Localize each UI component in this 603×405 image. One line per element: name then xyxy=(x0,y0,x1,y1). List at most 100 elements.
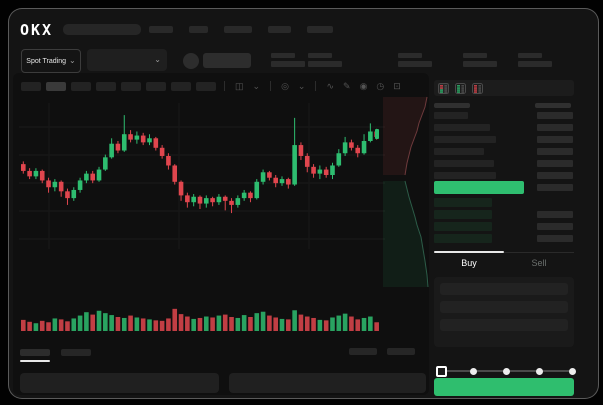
volume-bar xyxy=(254,313,260,331)
volume-bar xyxy=(77,315,83,331)
candle xyxy=(96,169,102,181)
candle xyxy=(153,138,159,148)
volume-bar xyxy=(71,318,77,331)
amount-input[interactable] xyxy=(440,301,568,313)
slider-step-dot[interactable] xyxy=(536,368,543,375)
bottom-tab[interactable] xyxy=(61,349,91,356)
timeframe-button[interactable] xyxy=(196,81,216,91)
volume-bar xyxy=(298,314,304,331)
candle xyxy=(58,181,64,192)
timeframe-button[interactable] xyxy=(146,81,166,91)
volume-bar xyxy=(103,313,108,331)
slider-step-dot[interactable] xyxy=(470,368,477,375)
fullscreen-icon[interactable]: ⊡ xyxy=(393,81,401,91)
slider-handle[interactable] xyxy=(436,366,447,377)
volume-bar xyxy=(197,317,203,331)
volume-bar xyxy=(330,317,335,331)
book-bids-view-icon[interactable] xyxy=(455,82,466,94)
volume-bar xyxy=(286,319,291,331)
candle xyxy=(21,164,26,171)
volume-bar xyxy=(222,314,228,331)
candle xyxy=(317,169,323,174)
bottom-tab-active[interactable] xyxy=(20,349,50,356)
nav-item-placeholder[interactable] xyxy=(307,26,333,33)
overlay-icon[interactable]: ◎ xyxy=(281,81,289,91)
pair-selector-dropdown[interactable]: ⌄ xyxy=(87,49,167,71)
book-split-view-icon[interactable] xyxy=(438,82,449,94)
market-type-label: Spot Trading xyxy=(26,57,66,65)
search-input[interactable] xyxy=(63,24,141,35)
timeframe-button[interactable] xyxy=(96,81,116,91)
timeframe-button[interactable] xyxy=(71,81,91,91)
clock-icon[interactable]: ◷ xyxy=(376,81,385,91)
indicator-icon[interactable]: ∿ xyxy=(326,81,335,91)
candle xyxy=(342,142,348,154)
buy-tab[interactable]: Buy xyxy=(461,258,477,268)
market-type-dropdown[interactable]: Spot Trading ⌄ xyxy=(21,49,81,73)
total-input[interactable] xyxy=(440,319,568,331)
ask-price-placeholder[interactable] xyxy=(434,124,490,131)
ask-price-placeholder[interactable] xyxy=(434,160,494,167)
candle xyxy=(210,198,215,203)
stat-value-placeholder xyxy=(271,61,305,67)
sell-tab[interactable]: Sell xyxy=(531,258,547,268)
buy-button[interactable] xyxy=(434,378,574,396)
stat-label-placeholder xyxy=(271,53,295,58)
bid-price-placeholder[interactable] xyxy=(434,198,492,207)
orderbook-last-price-bar[interactable] xyxy=(434,181,524,194)
candle xyxy=(121,134,127,151)
timeframe-button[interactable] xyxy=(21,81,41,91)
bid-price-placeholder[interactable] xyxy=(434,222,492,231)
nav-item-placeholder[interactable] xyxy=(224,26,252,33)
chevron-down-icon[interactable]: ⌄ xyxy=(297,81,306,91)
candle xyxy=(203,198,209,204)
volume-bar xyxy=(336,315,342,331)
nav-item-placeholder[interactable] xyxy=(149,26,173,33)
bid-price-placeholder[interactable] xyxy=(434,210,492,219)
candle xyxy=(330,165,335,175)
candle xyxy=(147,138,152,143)
nav-item-placeholder[interactable] xyxy=(189,26,208,33)
ask-price-placeholder[interactable] xyxy=(434,172,496,179)
ask-amount-placeholder xyxy=(537,184,573,191)
volume-bar xyxy=(241,315,247,331)
slider-step-dot[interactable] xyxy=(569,368,576,375)
volume-bar xyxy=(216,315,222,331)
volume-bar xyxy=(134,317,140,331)
timeframe-button[interactable] xyxy=(46,81,66,91)
candle xyxy=(286,179,291,185)
candle xyxy=(134,135,140,140)
volume-bar xyxy=(46,322,51,331)
ask-price-placeholder[interactable] xyxy=(434,112,468,119)
candle-style-icon[interactable]: ◫ xyxy=(235,81,244,91)
timeframe-button[interactable] xyxy=(121,81,141,91)
bottom-right-control[interactable] xyxy=(349,348,377,355)
bottom-right-control[interactable] xyxy=(387,348,415,355)
draw-tool-icon[interactable]: ✎ xyxy=(343,81,351,91)
okx-logo: OKX xyxy=(20,21,54,39)
ask-price-placeholder[interactable] xyxy=(434,136,496,143)
candle xyxy=(166,155,171,166)
candle xyxy=(197,196,203,204)
volume-bar xyxy=(109,315,114,331)
volume-bar xyxy=(115,317,121,331)
volume-bar xyxy=(304,316,310,331)
toolbar-divider xyxy=(270,81,272,91)
bid-price-placeholder[interactable] xyxy=(434,234,492,243)
timeframe-button[interactable] xyxy=(171,81,191,91)
camera-icon[interactable]: ◉ xyxy=(359,81,368,91)
candle xyxy=(235,198,241,205)
candlestick-chart[interactable] xyxy=(19,103,385,249)
price-input[interactable] xyxy=(440,283,568,295)
candle xyxy=(52,181,58,188)
candle xyxy=(216,196,222,203)
volume-bar xyxy=(33,323,39,331)
chevron-down-icon[interactable]: ⌄ xyxy=(252,81,261,91)
slider-step-dot[interactable] xyxy=(503,368,510,375)
nav-item-placeholder[interactable] xyxy=(268,26,291,33)
book-asks-view-icon[interactable] xyxy=(472,82,483,94)
bid-amount-placeholder xyxy=(537,223,573,230)
orderbook-amount-header xyxy=(535,103,571,108)
ask-price-placeholder[interactable] xyxy=(434,148,484,155)
